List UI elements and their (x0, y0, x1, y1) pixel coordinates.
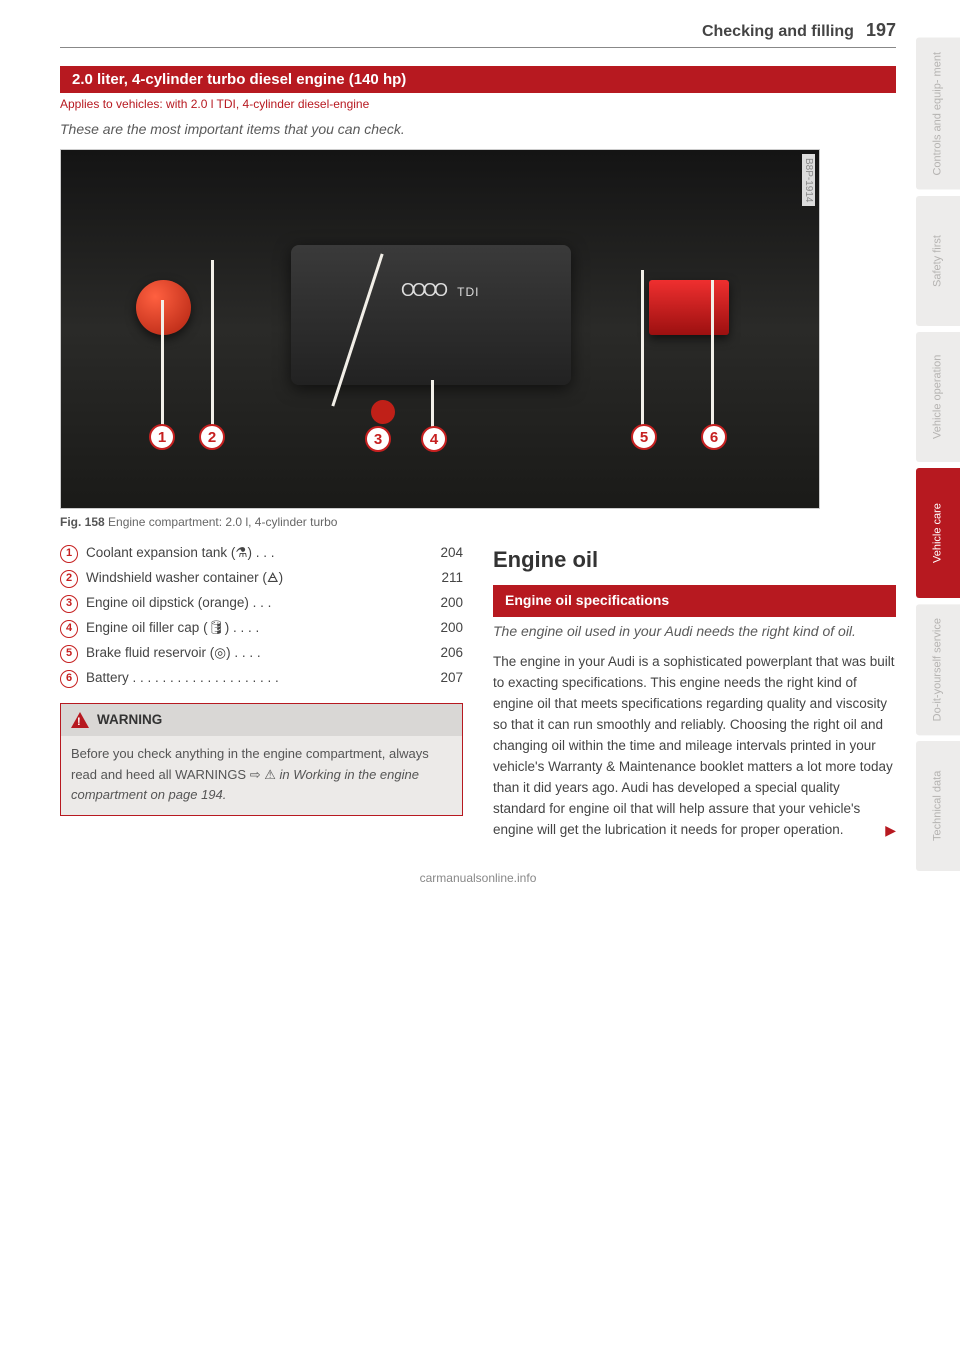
applies-to: Applies to vehicles: with 2.0 l TDI, 4-c… (60, 97, 896, 111)
callout-bubble-6: 6 (701, 424, 727, 450)
item-label: Engine oil filler cap (🛢) . . . . (86, 618, 423, 639)
item-number-badge: 2 (60, 570, 78, 588)
callout-line (161, 300, 164, 425)
side-tabs: Controls and equip- ment Safety first Vehi… (916, 0, 960, 1361)
section-intro: These are the most important items that … (60, 121, 896, 137)
check-item-row: 5 Brake fluid reservoir (◎) . . . .206 (60, 643, 463, 664)
warning-title: WARNING (97, 710, 162, 731)
page-number: 197 (866, 20, 896, 41)
callout-bubble-5: 5 (631, 424, 657, 450)
warning-box: WARNING Before you check anything in the… (60, 703, 463, 816)
item-number-badge: 4 (60, 620, 78, 638)
figure-number: Fig. 158 (60, 515, 105, 529)
item-label: Brake fluid reservoir (◎) . . . . (86, 643, 423, 664)
tdi-badge: TDI (457, 285, 479, 299)
warning-triangle-icon (71, 712, 89, 728)
battery-shape (649, 280, 729, 335)
engine-figure: OOOO TDI 12 3 4 5 6 B8P-1914 (60, 149, 820, 509)
footer-source: carmanualsonline.info (60, 851, 896, 905)
item-number-badge: 3 (60, 595, 78, 613)
item-label: Windshield washer container (🜁) (86, 568, 423, 589)
warning-header: WARNING (61, 704, 462, 737)
callout-bubble-4: 4 (421, 426, 447, 452)
item-label: Coolant expansion tank (⚗) . . . (86, 543, 423, 564)
figure-ref-code: B8P-1914 (802, 154, 815, 206)
figure-caption-text: Engine compartment: 2.0 l, 4-cylinder tu… (108, 515, 337, 529)
left-column: 1 Coolant expansion tank (⚗) . . .204 2 Win… (60, 543, 463, 851)
callout-bubble-3: 3 (365, 426, 391, 452)
header-title: Checking and filling (702, 23, 854, 41)
side-tab[interactable]: Vehicle operation (916, 332, 960, 462)
right-column: Engine oil Engine oil specifications The… (493, 543, 896, 851)
warning-inline-icon: ⚠ (264, 767, 276, 782)
item-page-ref: 206 (423, 643, 463, 664)
item-number-badge: 1 (60, 545, 78, 563)
callout-line (641, 270, 644, 425)
engine-oil-text: The engine in your Audi is a sophisticat… (493, 654, 895, 836)
engine-oil-paragraph: The engine in your Audi is a sophisticat… (493, 652, 896, 840)
check-item-row: 4 Engine oil filler cap (🛢) . . . .200 (60, 618, 463, 639)
engine-oil-heading: Engine oil (493, 543, 896, 577)
item-label: Battery . . . . . . . . . . . . . . . . … (86, 668, 423, 689)
side-tab[interactable]: Controls and equip- ment (916, 38, 960, 190)
engine-oil-subbar: Engine oil specifications (493, 585, 896, 617)
check-item-row: 3 Engine oil dipstick (orange) . . .200 (60, 593, 463, 614)
item-page-ref: 200 (423, 618, 463, 639)
side-tab[interactable]: Technical data (916, 741, 960, 871)
side-tab[interactable]: Safety first (916, 196, 960, 326)
item-label: Engine oil dipstick (orange) . . . (86, 593, 423, 614)
oil-cap-shape (371, 400, 395, 424)
item-page-ref: 207 (423, 668, 463, 689)
check-item-row: 2 Windshield washer container (🜁)211 (60, 568, 463, 589)
check-item-row: 1 Coolant expansion tank (⚗) . . .204 (60, 543, 463, 564)
check-item-row: 6 Battery . . . . . . . . . . . . . . . .… (60, 668, 463, 689)
item-page-ref: 204 (423, 543, 463, 564)
audi-rings-icon: OOOO (401, 280, 445, 300)
figure-caption: Fig. 158 Engine compartment: 2.0 l, 4-cy… (60, 509, 896, 543)
engine-oil-lead: The engine oil used in your Audi needs t… (493, 621, 896, 643)
callout-line (711, 280, 714, 425)
item-page-ref: 200 (423, 593, 463, 614)
side-tab[interactable]: Vehicle care (916, 468, 960, 598)
callout-bubble-1: 1 (149, 424, 175, 450)
callout-bubble-2: 2 (199, 424, 225, 450)
item-number-badge: 6 (60, 670, 78, 688)
item-page-ref: 211 (423, 568, 463, 589)
continue-arrow-icon: ▶ (885, 820, 896, 842)
callout-line (431, 380, 434, 428)
item-number-badge: 5 (60, 645, 78, 663)
engine-emblem: OOOO TDI (401, 280, 479, 301)
section-title-bar: 2.0 liter, 4-cylinder turbo diesel engin… (60, 66, 896, 93)
callout-line (211, 260, 214, 425)
warning-body: Before you check anything in the engine … (61, 736, 462, 814)
page-header: Checking and filling 197 (60, 20, 896, 48)
side-tab[interactable]: Do-it-yourself service (916, 604, 960, 735)
engine-cover-shape (291, 245, 571, 385)
